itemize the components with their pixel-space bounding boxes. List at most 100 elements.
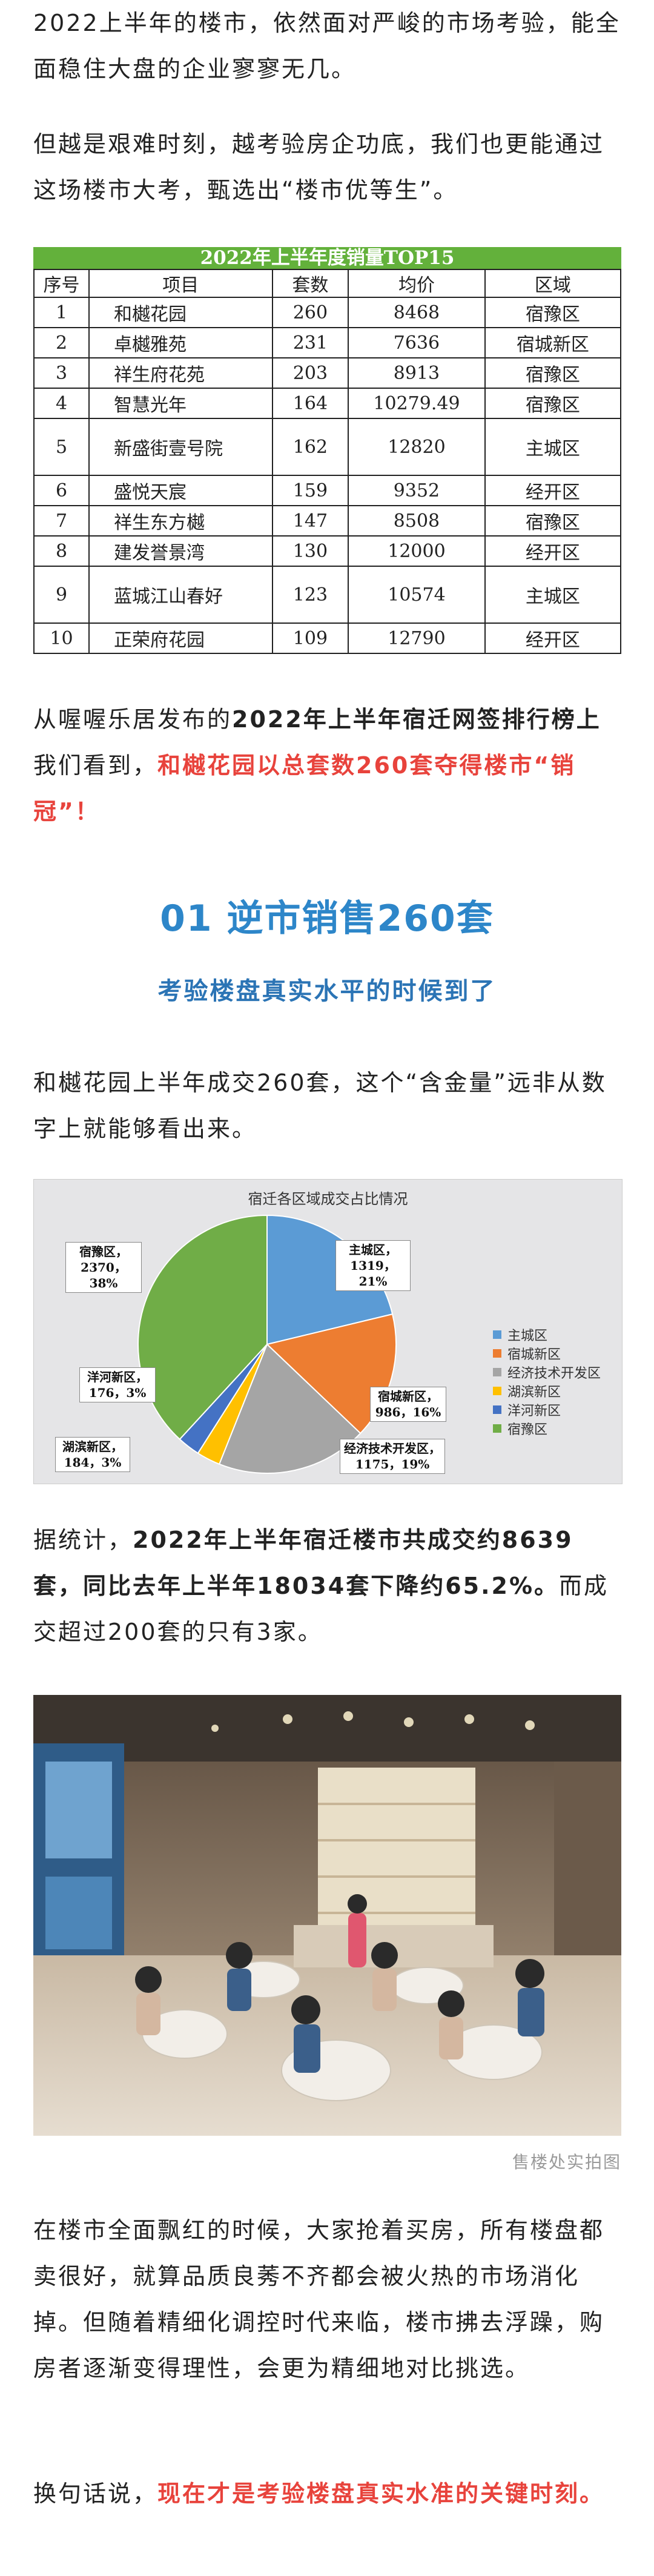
cell-project: 祥生东方樾 [88,505,273,537]
legend-label: 经济技术开发区 [507,1366,601,1381]
table-header-row: 序号 项目 套数 均价 区域 [33,269,622,298]
callout-main-district: 主城区，1319，21% [335,1240,411,1291]
legend-swatch [493,1367,501,1376]
cell-index: 1 [33,297,90,328]
cell-index: 3 [33,357,90,389]
cell-price: 10574 [348,566,486,624]
legend-swatch [493,1386,501,1395]
cell-units: 260 [271,297,349,328]
legend-label: 宿城新区 [507,1347,561,1362]
cell-price: 8508 [348,505,486,537]
cell-project: 智慧光年 [88,388,273,419]
cell-units: 159 [271,475,349,506]
cell-price: 7636 [348,327,486,358]
callout-suyu-district: 宿豫区，2370，38% [65,1242,142,1293]
legend-item: 宿城新区 [493,1344,601,1362]
cell-units: 203 [271,357,349,389]
cell-units: 109 [271,623,349,654]
pie-slice-1 [265,1313,397,1435]
cell-district: 经开区 [484,623,622,654]
header-project: 项目 [88,269,273,298]
cell-project: 新盛街壹号院 [88,418,273,476]
header-units: 套数 [271,269,349,298]
callout-yanghe-district: 洋河新区，176，3% [79,1367,156,1402]
ranking-text-a: 从喔喔乐居发布的 [33,706,233,733]
sales-office-illustration [33,1695,621,2136]
cell-project: 卓樾雅苑 [88,327,273,358]
cell-index: 10 [33,623,90,654]
table-row: 10 正荣府花园 109 12790 经开区 [33,623,622,654]
cell-project: 蓝城江山春好 [88,566,273,624]
intro-paragraph-2: 但越是艰难时刻，越考验房企功底，我们也更能通过这场楼市大考，甄选出“楼市优等生”… [33,131,605,203]
cell-district: 宿豫区 [484,357,622,389]
conclusion-text-a: 换句话说， [33,2480,158,2507]
cell-index: 9 [33,566,90,624]
chart-legend: 主城区宿城新区经济技术开发区 湖滨新区洋河新区 宿豫区 [493,1325,601,1438]
table-title: 2022年上半年度销量TOP15 [33,247,621,269]
legend-item: 宿豫区 [493,1419,601,1438]
stats-paragraph: 据统计，2022年上半年宿迁楼市共成交约8639套，同比去年上半年18034套下… [33,1517,622,1655]
header-index: 序号 [33,269,90,298]
pie-slice-5 [137,1214,268,1441]
ranking-text-c: 我们看到， [33,752,158,779]
cell-units: 162 [271,418,349,476]
stats-text-b: 2022年上半年宿迁楼市共成交约8639套，同比去年上半年18034套下降约65… [33,1527,573,1599]
legend-item: 主城区 [493,1325,601,1344]
callout-econ-zone: 经济技术开发区，1175，19% [340,1439,445,1474]
cell-units: 123 [271,566,349,624]
cell-units: 130 [271,535,349,567]
cell-price: 12000 [348,535,486,567]
header-price: 均价 [348,269,486,298]
cell-district: 宿豫区 [484,388,622,419]
table-row: 9 蓝城江山春好 123 10574 主城区 [33,566,622,624]
volume-paragraph: 和樾花园上半年成交260套，这个“含金量”远非从数字上就能够看出来。 [33,1069,607,1142]
cell-district: 经开区 [484,535,622,567]
cell-district: 主城区 [484,566,622,624]
cell-index: 2 [33,327,90,358]
legend-swatch [493,1424,501,1433]
cell-index: 7 [33,505,90,537]
stats-text-c: 而成交超过200套的只有3家。 [33,1573,609,1645]
conclusion-paragraph: 换句话说，现在才是考验楼盘真实水准的关键时刻。 [33,2471,622,2517]
sales-office-photo [33,1695,621,2136]
ranking-highlight: 和樾花园以总套数260套夺得楼市“销冠”！ [33,752,576,825]
cell-district: 宿豫区 [484,297,622,328]
sales-ranking-table: 2022年上半年度销量TOP15 序号 项目 套数 均价 区域 1 和樾花园 260… [33,247,622,666]
cell-units: 231 [271,327,349,358]
callout-hubin-district: 湖滨新区，184，3% [55,1437,130,1472]
cell-project: 和樾花园 [88,297,273,328]
ranking-text-b: 2022年上半年宿迁网签排行榜上 [232,706,601,733]
cell-index: 4 [33,388,90,419]
cell-units: 147 [271,505,349,537]
cell-district: 主城区 [484,418,622,476]
legend-swatch [493,1349,501,1358]
sales-table-grid: 序号 项目 套数 均价 区域 1 和樾花园 260 8468 宿豫区 2 卓樾雅苑 231 76… [33,269,622,654]
table-row: 5 新盛街壹号院 162 12820 主城区 [33,418,622,476]
conclusion-highlight: 现在才是考验楼盘真实水准的关键时刻。 [157,2480,605,2507]
legend-label: 洋河新区 [507,1403,561,1419]
legend-label: 主城区 [507,1328,548,1344]
cell-project: 盛悦天宸 [88,475,273,506]
cell-project: 建发誉景湾 [88,535,273,567]
cell-project: 祥生府花苑 [88,357,273,389]
cell-price: 8468 [348,297,486,328]
cell-district: 经开区 [484,475,622,506]
cell-price: 8913 [348,357,486,389]
table-row: 7 祥生东方樾 147 8508 宿豫区 [33,505,622,537]
cell-index: 6 [33,475,90,506]
pie-chart-svg [137,1214,397,1474]
photo-caption: 售楼处实拍图 [512,2152,621,2172]
table-row: 4 智慧光年 164 10279.49 宿豫区 [33,388,622,419]
legend-swatch [493,1405,501,1414]
table-row: 1 和樾花园 260 8468 宿豫区 [33,297,622,328]
table-row: 6 盛悦天宸 159 9352 经开区 [33,475,622,506]
cell-district: 宿城新区 [484,327,622,358]
legend-swatch [493,1330,501,1339]
section-title: 01 逆市销售260套 [160,897,494,940]
legend-item: 湖滨新区 [493,1381,601,1400]
legend-item: 经济技术开发区 [493,1362,601,1381]
stats-text-a: 据统计， [33,1527,133,1553]
cell-price: 12820 [348,418,486,476]
header-district: 区域 [484,269,622,298]
